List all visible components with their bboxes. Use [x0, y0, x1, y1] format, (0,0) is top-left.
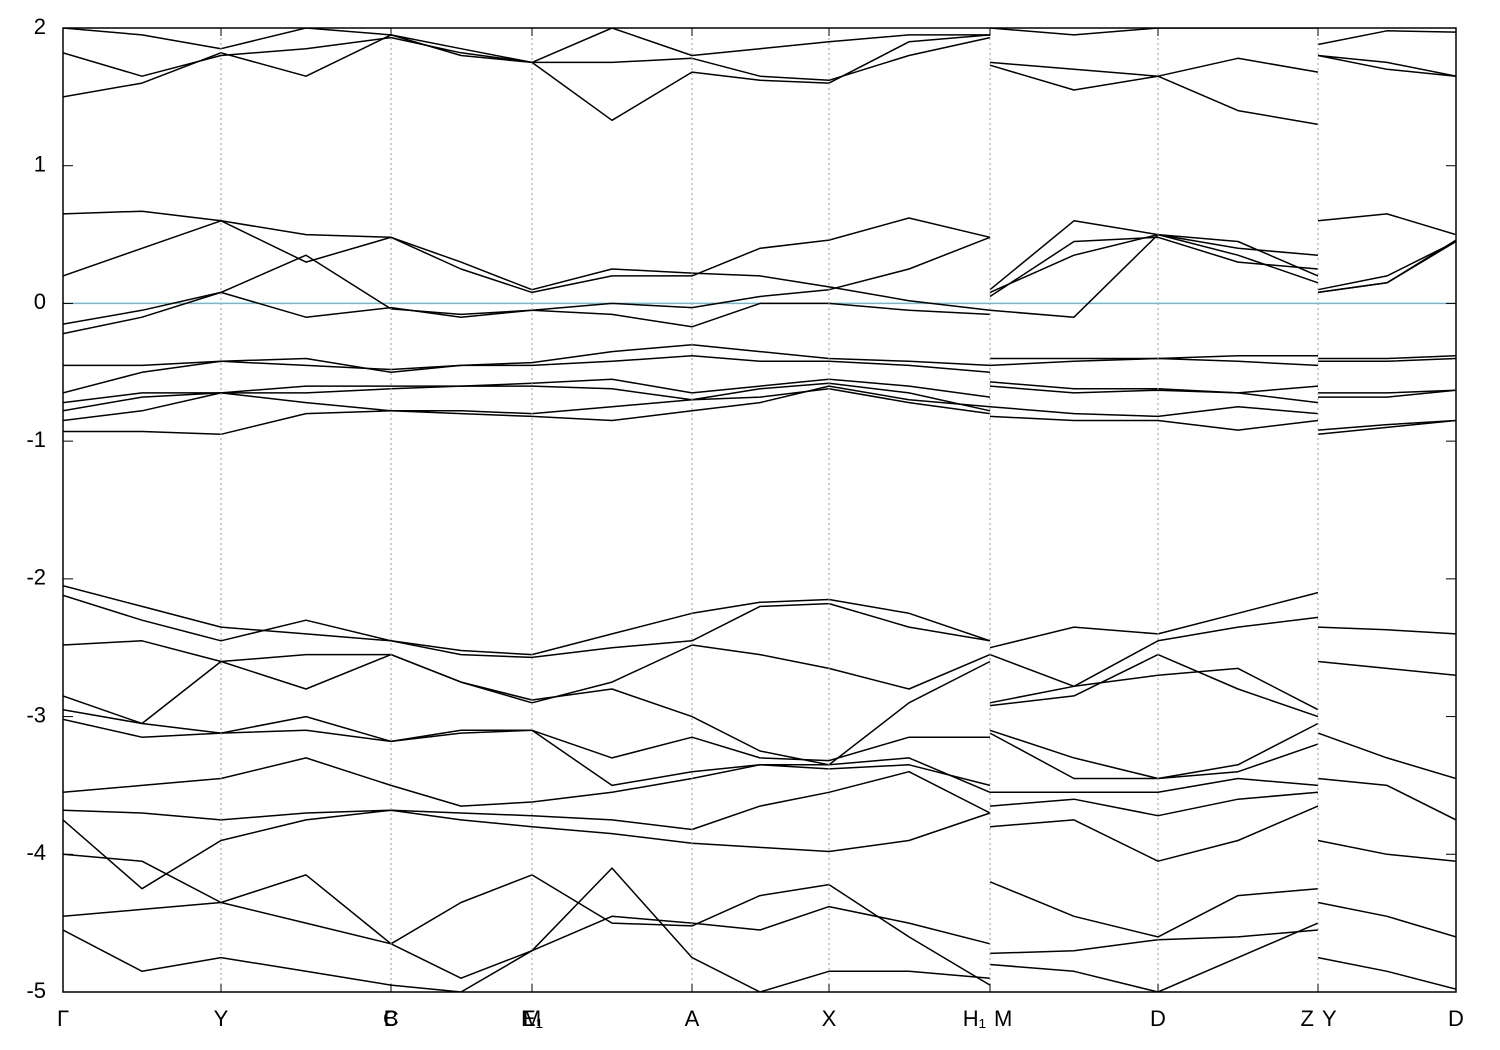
band-line — [63, 210, 1456, 312]
x-tick-label: D — [1448, 1006, 1464, 1031]
y-tick-label: -5 — [26, 978, 46, 1003]
band-line — [63, 805, 1319, 890]
y-tick-label: 2 — [34, 14, 46, 39]
x-tick-label: Γ — [57, 1006, 69, 1031]
x-tick-label: E₁ — [521, 1006, 543, 1031]
y-tick-label: 1 — [34, 152, 46, 177]
y-tick-label: -1 — [26, 427, 46, 452]
band-line — [63, 584, 1456, 656]
band-line — [63, 867, 1319, 992]
plot-frame — [62, 27, 1457, 993]
x-tick-label: B — [384, 1006, 399, 1031]
band-line — [63, 770, 1319, 831]
x-tick-label: X — [822, 1006, 837, 1031]
x-tick-label: H₁ — [963, 1006, 986, 1031]
band-line — [63, 28, 1456, 64]
band-line — [63, 36, 1456, 82]
y-tick-label: 0 — [34, 289, 46, 314]
plot-area — [63, 28, 1456, 992]
x-tick-label: A — [685, 1006, 700, 1031]
band-line — [63, 901, 1319, 979]
x-tick-label: D — [1150, 1006, 1166, 1031]
band-line — [63, 653, 1456, 821]
x-tick-label: M — [523, 1006, 541, 1031]
x-tick-label: Y — [1322, 1006, 1337, 1031]
band-line — [63, 708, 1456, 862]
y-tick-label: -3 — [26, 702, 46, 727]
x-tick-label: Y — [214, 1006, 229, 1031]
band-line — [63, 343, 1456, 371]
x-tick-label: C — [383, 1006, 399, 1031]
y-tick-label: -2 — [26, 565, 46, 590]
x-tick-label: M — [994, 1006, 1012, 1031]
x-tick-label: Z — [1301, 1006, 1314, 1031]
band-line — [63, 853, 1319, 986]
y-tick-label: -4 — [26, 840, 46, 865]
band-line — [63, 388, 1456, 431]
band-line — [63, 355, 1456, 394]
